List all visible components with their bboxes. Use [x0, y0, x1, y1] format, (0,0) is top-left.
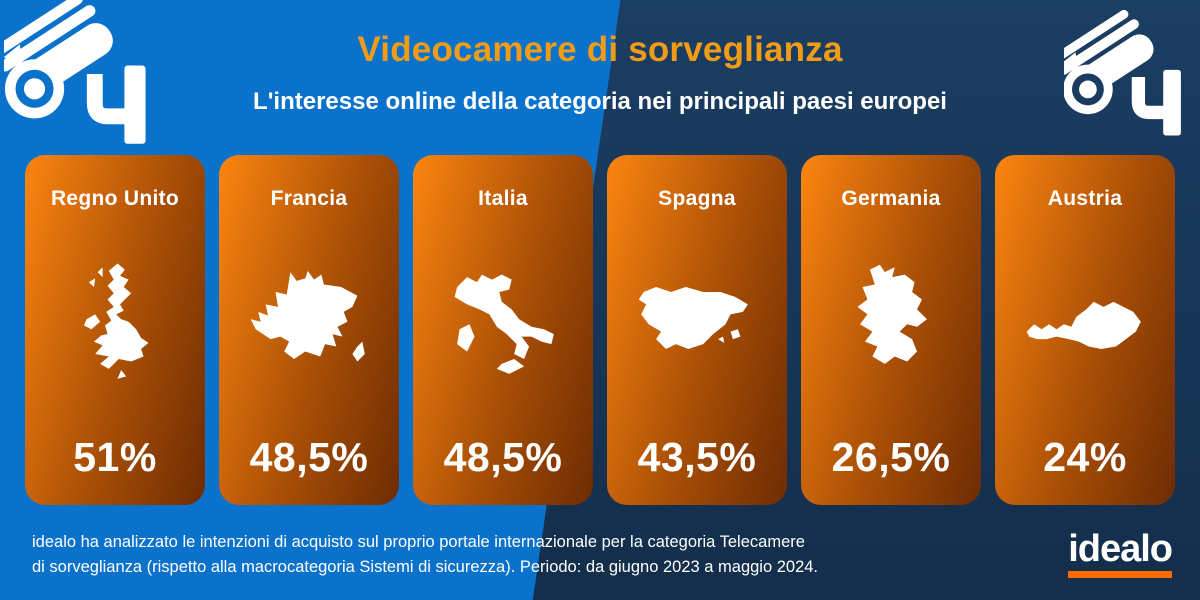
cctv-camera-icon	[1064, 9, 1181, 136]
card-map	[25, 211, 205, 434]
card-map	[607, 211, 787, 434]
idealo-logo: idealo	[1068, 530, 1173, 578]
card-value-label: 43,5%	[637, 434, 757, 480]
card-map	[219, 211, 399, 434]
page-title: Videocamere di sorveglianza	[357, 30, 843, 69]
card-country-label: Italia	[478, 187, 528, 210]
card-value-label: 26,5%	[831, 434, 951, 480]
country-card: Regno Unito 51%	[25, 155, 205, 505]
spain-map-icon	[638, 286, 748, 349]
country-card: Francia 48,5%	[219, 155, 399, 505]
france-map-icon	[250, 270, 365, 361]
cards-row: Regno Unito 51% Francia 48,5% Italia 48,…	[25, 155, 1175, 505]
country-card: Italia 48,5%	[413, 155, 593, 505]
card-country-label: Germania	[841, 187, 941, 210]
card-value-label: 48,5%	[443, 434, 563, 480]
austria-map-icon	[1026, 301, 1141, 349]
card-value-label: 51%	[73, 434, 157, 480]
card-map	[801, 211, 981, 434]
card-country-label: Francia	[270, 187, 348, 210]
card-country-label: Regno Unito	[50, 187, 180, 210]
country-card: Austria 24%	[995, 155, 1175, 505]
card-country-label: Austria	[1047, 187, 1123, 210]
germany-map-icon	[857, 264, 927, 364]
card-value-label: 24%	[1043, 434, 1127, 480]
country-card: Germania 26,5%	[801, 155, 981, 505]
card-map	[995, 211, 1175, 434]
country-card: Spagna 43,5%	[607, 155, 787, 505]
card-country-label: Spagna	[658, 187, 736, 210]
uk-map-icon	[84, 262, 149, 379]
card-map	[413, 211, 593, 434]
cctv-camera-icon	[4, 0, 146, 144]
italy-map-icon	[454, 274, 554, 374]
card-value-label: 48,5%	[249, 434, 369, 480]
page-subtitle: L'interesse online della categoria nei p…	[253, 88, 947, 115]
footnote-line-2: di sorveglianza (rispetto alla macrocate…	[32, 558, 819, 576]
footnote-line-1: idealo ha analizzato le intenzioni di ac…	[32, 533, 805, 551]
footnote: idealo ha analizzato le intenzioni di ac…	[32, 530, 818, 580]
